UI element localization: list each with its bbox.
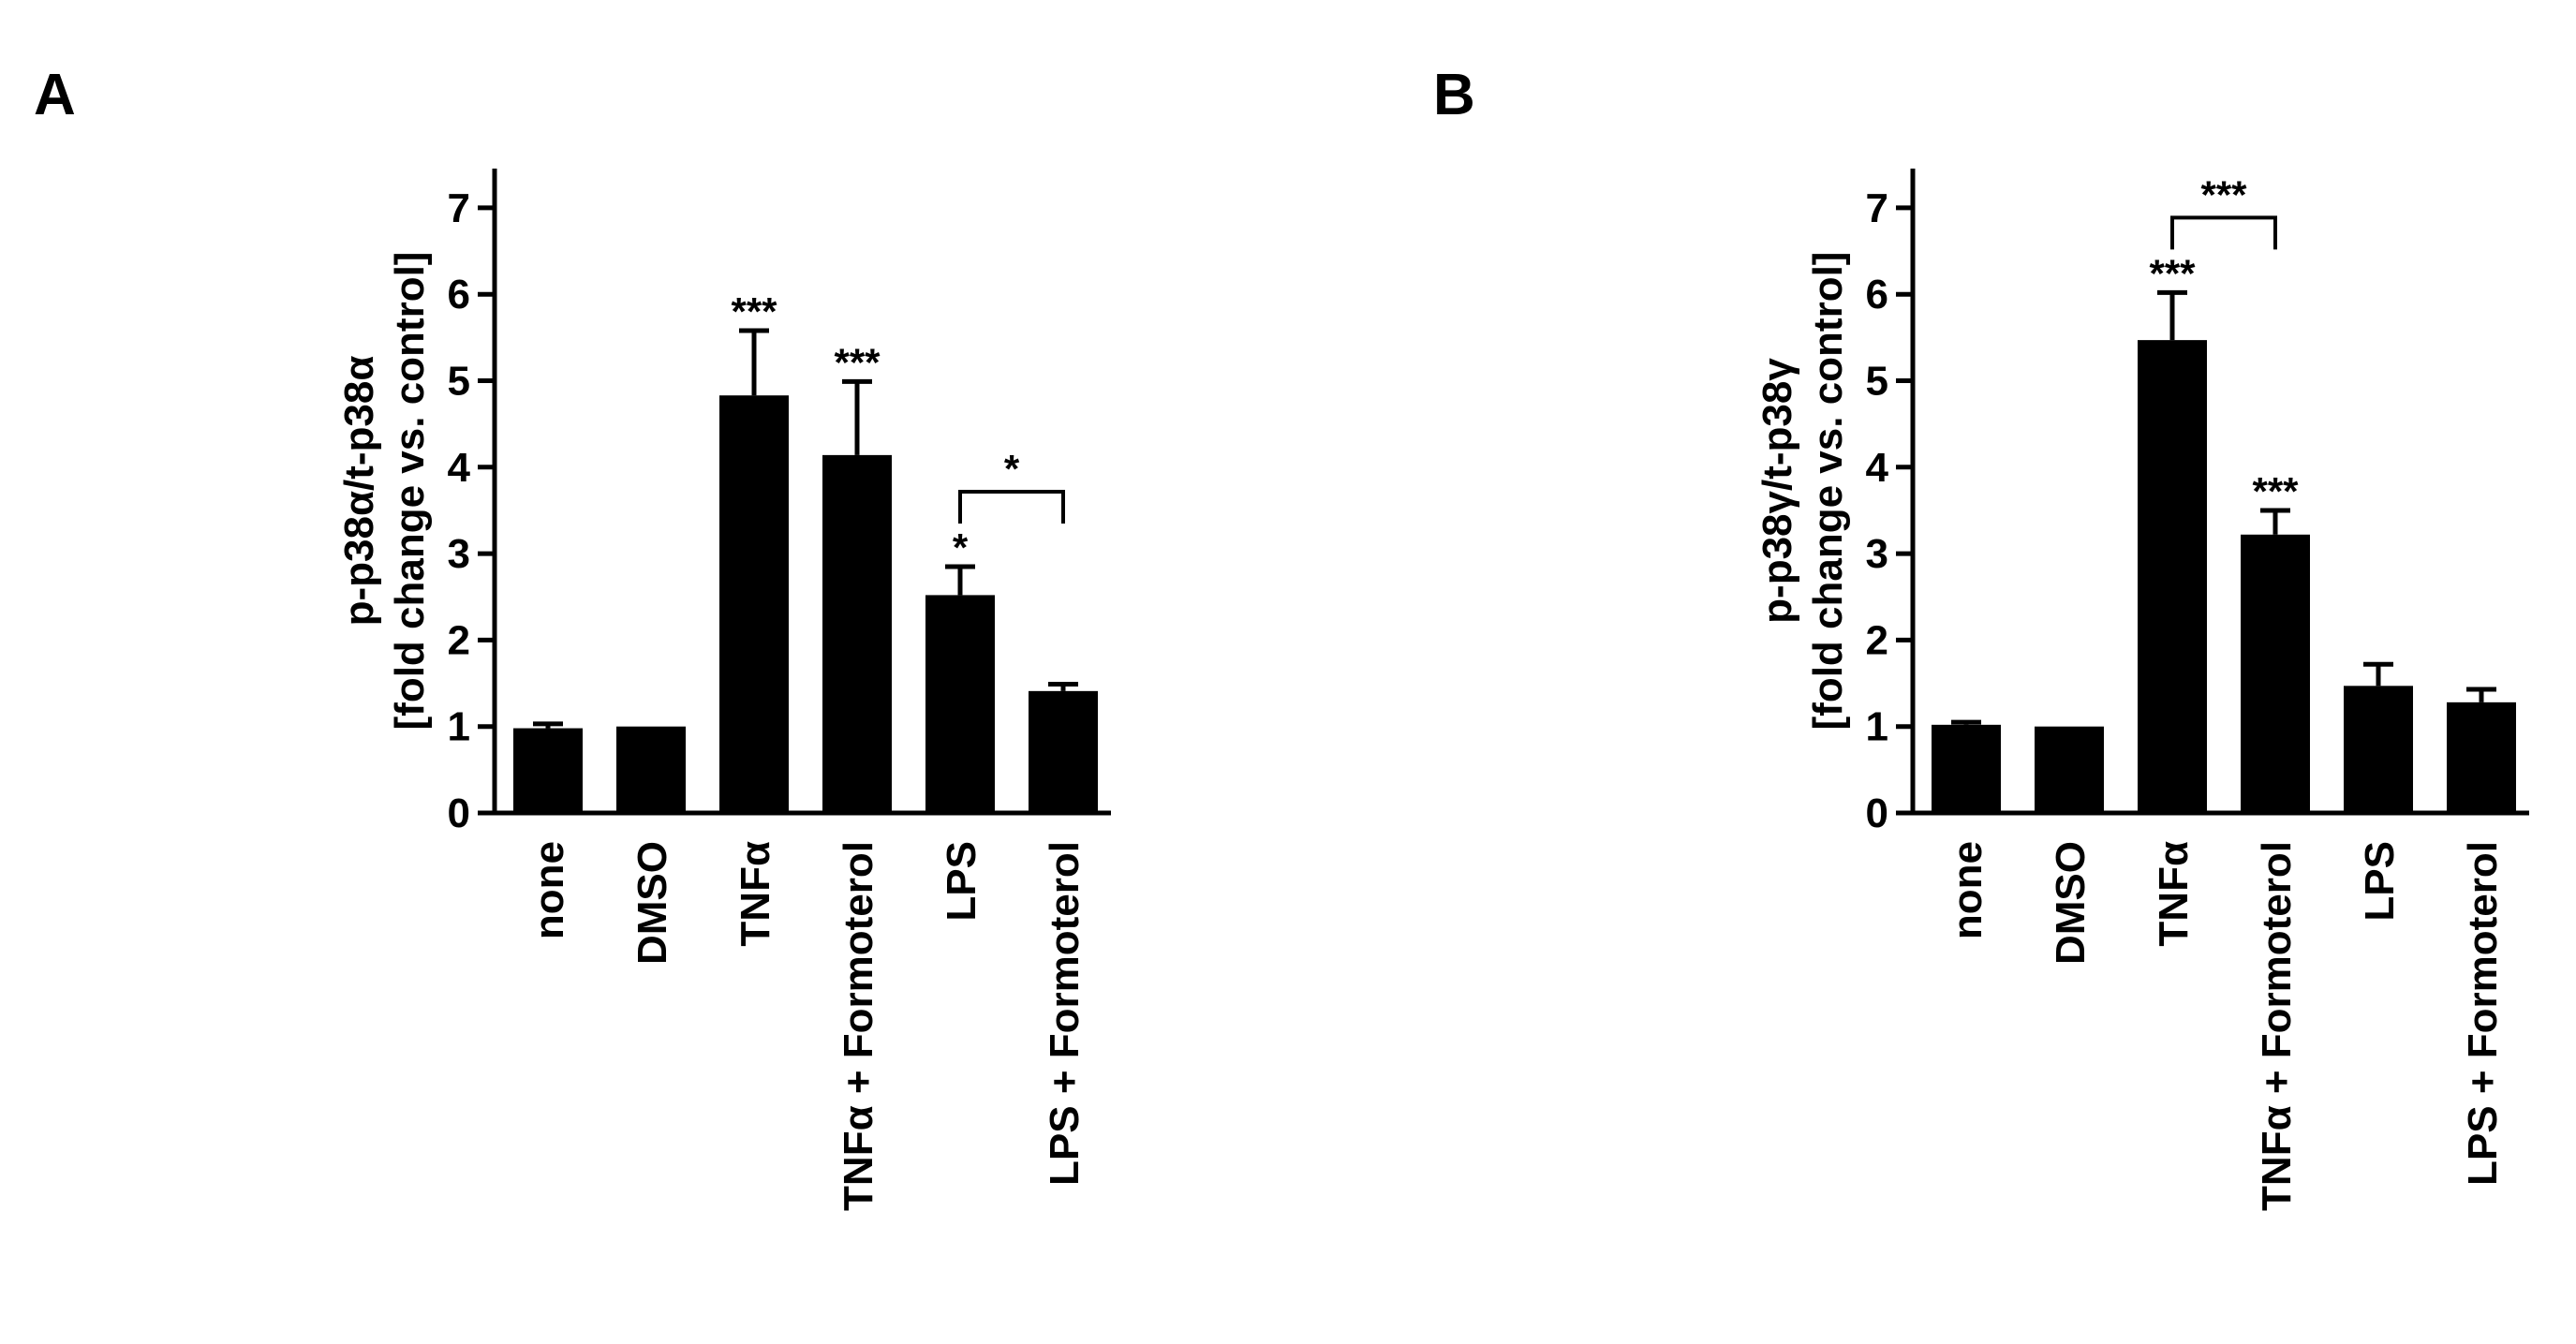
bar bbox=[925, 595, 995, 813]
bar bbox=[2138, 340, 2207, 813]
y-tick-label: 1 bbox=[1866, 704, 1888, 750]
y-tick-label: 2 bbox=[448, 617, 470, 663]
bar bbox=[719, 395, 789, 813]
x-tick-label: LPS bbox=[2357, 841, 2403, 922]
bar bbox=[2241, 534, 2310, 813]
significance-label: *** bbox=[731, 289, 777, 333]
bar bbox=[2035, 726, 2104, 813]
significance-label: * bbox=[953, 525, 969, 569]
significance-label: *** bbox=[2149, 251, 2196, 295]
y-tick-label: 1 bbox=[448, 704, 470, 750]
bar bbox=[822, 454, 892, 813]
x-tick-label: DMSO bbox=[2048, 841, 2094, 965]
y-tick-label: 6 bbox=[1866, 272, 1888, 318]
panel-letter: A bbox=[34, 63, 76, 127]
y-tick-label: 5 bbox=[448, 359, 470, 405]
x-tick-label: TNFα + Formoterol bbox=[2254, 841, 2300, 1211]
comparison-bracket bbox=[2170, 215, 2277, 250]
bar bbox=[513, 728, 583, 813]
bracket-label: *** bbox=[2200, 172, 2247, 216]
x-tick-label: LPS + Formoterol bbox=[1042, 841, 1088, 1186]
y-axis-label-units: [fold change vs. control] bbox=[387, 252, 433, 731]
y-tick-label: 7 bbox=[1866, 185, 1888, 231]
y-tick-label: 2 bbox=[1866, 617, 1888, 663]
y-axis-label: p-p38γ/t-p38γ bbox=[1754, 358, 1800, 624]
x-tick-label: TNFα bbox=[733, 841, 778, 947]
y-tick-label: 7 bbox=[448, 185, 470, 231]
y-tick-label: 3 bbox=[1866, 531, 1888, 577]
bar bbox=[616, 726, 686, 813]
x-tick-label: LPS + Formoterol bbox=[2460, 841, 2506, 1186]
significance-label: *** bbox=[834, 340, 881, 384]
y-tick-label: 5 bbox=[1866, 359, 1888, 405]
x-tick-label: none bbox=[526, 841, 572, 939]
y-axis-label-units: [fold change vs. control] bbox=[1805, 252, 1851, 731]
x-tick-label: LPS bbox=[939, 841, 985, 922]
x-tick-label: TNFα bbox=[2151, 841, 2197, 947]
comparison-bracket bbox=[958, 489, 1065, 524]
x-tick-label: TNFα + Formoterol bbox=[836, 841, 881, 1211]
panel-b: B 0 1 2 3 4 5 6 7 p-p38γ/t-p38γ [fold change vs. c… bbox=[1433, 63, 2529, 1211]
y-tick-label: 4 bbox=[1866, 445, 1889, 491]
y-axis-label: p-p38α/t-p38α bbox=[336, 356, 382, 627]
bar bbox=[2344, 686, 2413, 813]
bar bbox=[1932, 724, 2001, 813]
bar bbox=[2447, 702, 2516, 813]
y-tick-label: 0 bbox=[448, 790, 470, 836]
y-tick-label: 4 bbox=[448, 445, 471, 491]
y-tick-label: 3 bbox=[448, 531, 470, 577]
panel-letter: B bbox=[1433, 63, 1475, 127]
bracket-label: * bbox=[1004, 447, 1020, 491]
panel-a: A 0 1 2 3 4 5 6 7 p-p38α/t-p38α [fold change vs. c… bbox=[34, 63, 1111, 1211]
y-tick-label: 6 bbox=[448, 272, 470, 318]
x-tick-label: none bbox=[1945, 841, 1991, 939]
x-tick-label: DMSO bbox=[629, 841, 675, 965]
significance-label: *** bbox=[2252, 469, 2299, 513]
y-tick-label: 0 bbox=[1866, 790, 1888, 836]
bar bbox=[1029, 690, 1098, 813]
